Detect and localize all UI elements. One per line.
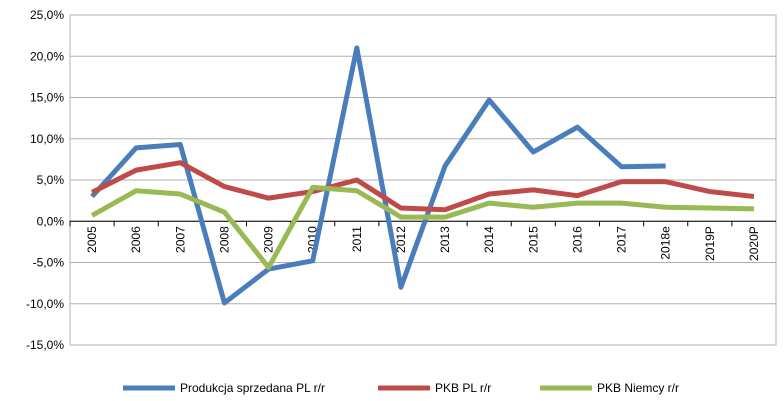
x-tick-label: 2019P [703,226,717,261]
legend-label: PKB Niemcy r/r [597,381,679,395]
legend-label: Produkcja sprzedana PL r/r [180,381,325,395]
series-line [90,45,666,306]
y-tick-label: 10,0% [30,132,64,146]
x-tick-label: 2015 [526,226,540,253]
x-tick-label: 2005 [85,226,99,253]
x-tick-label: 2011 [350,226,364,252]
y-tick-label: 5,0% [37,173,65,187]
series-line [90,184,754,270]
y-tick-label: -10,0% [26,297,64,311]
x-tick-label: 2009 [262,226,276,253]
x-tick-label: 2012 [394,226,408,253]
y-tick-label: 25,0% [30,8,64,22]
x-tick-label: 2007 [173,226,187,253]
x-tick-label: 2006 [129,226,143,253]
x-tick-label: 2018e [659,226,673,260]
x-tick-label: 2008 [217,226,231,253]
y-tick-label: 15,0% [30,91,64,105]
x-tick-label: 2017 [615,226,629,253]
x-tick-label: 2020P [747,226,761,261]
y-tick-label: -15,0% [26,338,64,352]
series-line [90,160,755,213]
x-tick-label: 2016 [570,226,584,253]
y-tick-label: 0,0% [37,214,65,228]
y-tick-label: -5,0% [33,256,65,270]
legend-label: PKB PL r/r [435,381,491,395]
y-tick-label: 20,0% [30,49,64,63]
x-tick-label: 2013 [438,226,452,253]
x-tick-label: 2014 [482,226,496,253]
